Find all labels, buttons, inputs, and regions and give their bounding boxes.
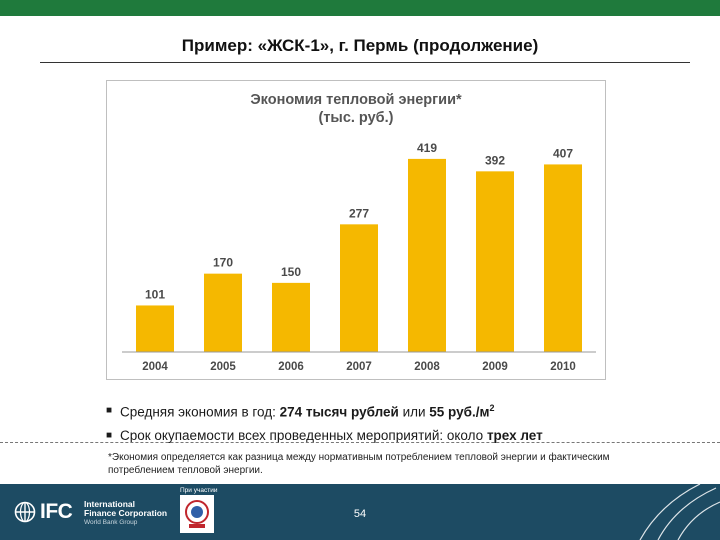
bar-2007	[340, 224, 378, 352]
bullet-list: ■ Средняя экономия в год: 274 тысяч рубл…	[106, 397, 706, 447]
partner-seal-icon	[185, 500, 209, 528]
x-tick-label-2007: 2007	[346, 361, 372, 373]
data-label-2009: 392	[485, 153, 505, 167]
slide-title: Пример: «ЖСК-1», г. Пермь (продолжение)	[181, 36, 539, 55]
data-label-2005: 170	[213, 256, 233, 270]
footer-bar	[0, 484, 720, 540]
x-tick-label-2006: 2006	[278, 361, 304, 373]
page-number: 54	[353, 508, 367, 520]
footer-decoration-icon	[639, 484, 720, 540]
bullet-text: Срок окупаемости всех проведенных меропр…	[120, 427, 487, 443]
footnote: *Экономия определяется как разница между…	[108, 452, 610, 476]
data-label-2008: 419	[417, 141, 437, 155]
data-label-2010: 407	[553, 146, 573, 160]
partner-emblem-icon	[180, 495, 214, 533]
x-tick-label-2004: 2004	[142, 361, 168, 373]
x-tick-labels-group: 2004 2005 2006 2007 2008 2009 2010	[142, 361, 576, 373]
bullet-bold-value: 55 руб./м	[429, 404, 490, 420]
bullet-item-average-savings: ■ Средняя экономия в год: 274 тысяч рубл…	[106, 397, 706, 424]
partner-label: При участии	[180, 487, 218, 494]
data-label-2004: 101	[145, 287, 165, 301]
ifc-org-line: Finance Corporation	[84, 508, 168, 518]
bullet-text: или	[398, 404, 430, 420]
x-tick-label-2005: 2005	[210, 361, 236, 373]
bullet-text: Средняя экономия в год:	[120, 404, 280, 420]
x-tick-label-2009: 2009	[482, 361, 508, 373]
data-labels-group: 101 170 150 277 419 392 407	[145, 141, 573, 302]
ifc-globe-icon	[14, 501, 36, 523]
ifc-wordmark: IFC	[40, 500, 73, 523]
bar-2006	[272, 282, 310, 352]
bar-2010	[544, 164, 582, 352]
data-label-2007: 277	[349, 206, 369, 220]
chart-title-block: Экономия тепловой энергии* (тыс. руб.)	[106, 91, 606, 127]
ifc-org-name: International Finance Corporation World …	[84, 500, 167, 527]
x-tick-label-2010: 2010	[550, 361, 576, 373]
bar-2004	[136, 305, 174, 352]
title-divider	[40, 62, 690, 63]
data-label-2006: 150	[281, 265, 301, 279]
top-accent-bar	[0, 0, 720, 16]
ifc-org-line: World Bank Group	[84, 519, 138, 526]
chart-title: Экономия тепловой энергии*	[250, 92, 462, 108]
bar-2005	[204, 273, 242, 352]
x-tick-label-2008: 2008	[414, 361, 440, 373]
chart-subtitle: (тыс. руб.)	[318, 110, 394, 126]
bullet-bold-value: 274 тысяч рублей	[279, 404, 399, 420]
bullet-square-icon: ■	[106, 404, 113, 416]
bar-2008	[408, 158, 446, 352]
bullet-item-payback: ■ Срок окупаемости всех проведенных меро…	[106, 424, 706, 447]
bullet-bold-value: трех лет	[486, 427, 543, 443]
bars-group	[136, 158, 582, 352]
bar-2009	[476, 171, 514, 352]
dashed-divider	[0, 442, 720, 443]
ifc-org-line: International	[84, 499, 136, 509]
ifc-logo: IFC	[14, 498, 73, 526]
bullet-square-icon: ■	[106, 429, 113, 441]
superscript: 2	[489, 403, 495, 413]
